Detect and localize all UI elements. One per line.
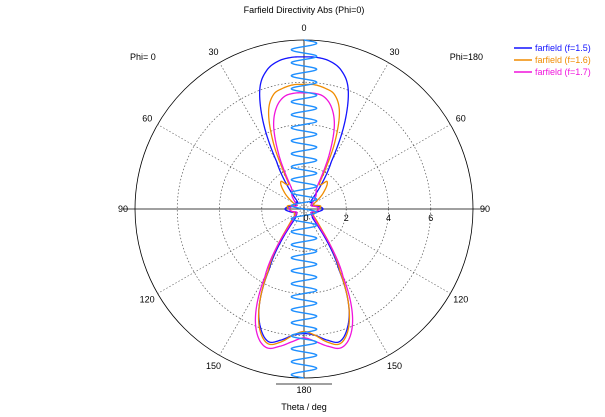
spoke-210 (219, 208, 305, 356)
angle-tick-label-210: 150 (206, 361, 221, 371)
legend-label-2: farfield (f=1.6) (535, 55, 591, 65)
radial-tick-label-4: 4 (386, 213, 391, 223)
angle-tick-label-90: 90 (480, 204, 490, 214)
angle-tick-label-0: 0 (301, 23, 306, 33)
angle-tick-label-120: 120 (453, 295, 468, 305)
probe-layer (290, 39, 318, 379)
spoke-300 (157, 124, 305, 210)
spoke-150 (303, 208, 389, 356)
series-2-curve (257, 83, 351, 346)
series-1-curve (258, 56, 350, 344)
legend-label-1: farfield (f=1.5) (535, 43, 591, 53)
spoke-240 (157, 208, 305, 294)
angle-tick-label-300: 60 (142, 114, 152, 124)
radial-tick-label-2: 2 (344, 213, 349, 223)
phi-0-label: Phi= 0 (130, 52, 156, 62)
center-tick-label: 0 (303, 213, 308, 223)
legend-label-3: farfield (f=1.7) (535, 67, 591, 77)
spoke-60 (303, 124, 451, 210)
angle-tick-label-270: 90 (118, 204, 128, 214)
angle-tick-label-150: 150 (387, 361, 402, 371)
x-axis-label: Theta / deg (281, 402, 327, 412)
radial-tick-label-6: 6 (428, 213, 433, 223)
series-3-curve (254, 92, 354, 350)
angle-tick-label-330: 30 (208, 47, 218, 57)
angle-tick-label-30: 30 (389, 47, 399, 57)
angle-tick-label-240: 120 (140, 295, 155, 305)
legend: farfield (f=1.5) farfield (f=1.6) farfield… (514, 43, 591, 77)
phi-180-label: Phi=180 (450, 52, 483, 62)
angle-tick-label-180: 180 (296, 385, 311, 395)
series-layer (254, 56, 354, 350)
angle-tick-label-60: 60 (456, 114, 466, 124)
probe-trace (290, 39, 318, 379)
spoke-120 (303, 208, 451, 294)
chart-title: Farfield Directivity Abs (Phi=0) (244, 5, 365, 15)
